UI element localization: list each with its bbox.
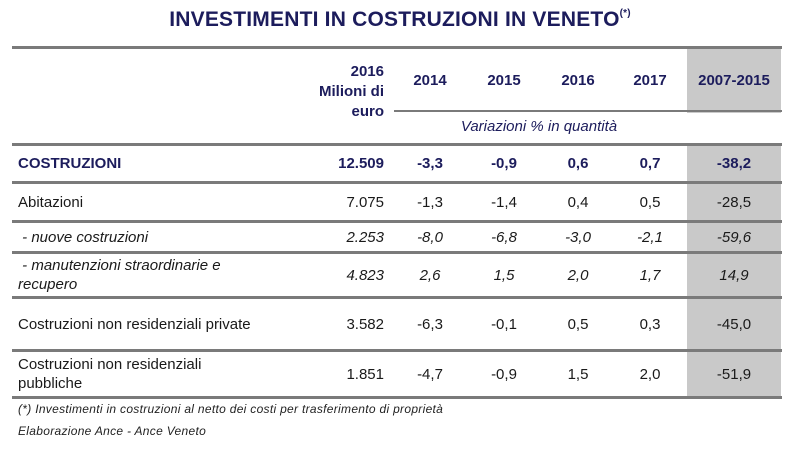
variation-cell-2016: 1,5	[567, 365, 589, 383]
variation-cell-2007-2015: -38,2	[716, 154, 752, 172]
row-rule	[12, 251, 782, 254]
value-millions-cell: 7.075	[346, 193, 384, 211]
variation-cell-2015: -1,4	[491, 193, 517, 211]
row-label: - manutenzioni straordinarie e recupero	[18, 256, 288, 294]
variation-cell-2016: 0,5	[567, 315, 589, 333]
variation-cell-2016: 2,0	[567, 266, 589, 284]
variation-cell-2017: -2,1	[637, 228, 663, 246]
header-rule	[394, 110, 782, 112]
value-millions-cell: 12.509	[338, 154, 384, 172]
bottom-rule	[12, 396, 782, 399]
row-rule	[12, 349, 782, 352]
variation-cell-2007-2015: -45,0	[716, 315, 752, 333]
row-label: - nuove costruzioni	[18, 228, 288, 247]
header-year-2015: 2015	[487, 72, 521, 89]
row-label-line: - manutenzioni straordinarie e	[18, 257, 221, 274]
variation-cell-2007-2015: -28,5	[716, 193, 752, 211]
header-value-year: 2016	[350, 63, 384, 80]
period-column-shade	[687, 49, 781, 113]
row-label: Costruzioni non residenziali pubbliche	[18, 355, 288, 393]
title-text: INVESTIMENTI IN COSTRUZIONI IN VENETO	[169, 8, 620, 31]
variation-cell-2016: 0,4	[567, 193, 589, 211]
variation-cell-2015: -0,1	[491, 315, 517, 333]
variation-cell-2014: -8,0	[417, 228, 443, 246]
header-bottom-rule	[12, 143, 782, 146]
variation-cell-2016: 0,6	[567, 154, 589, 172]
row-label-line: Costruzioni non residenziali private	[18, 315, 251, 333]
row-label-line: pubbliche	[18, 375, 83, 392]
header-year-2014: 2014	[413, 72, 447, 89]
header-value-unit: euro	[351, 103, 384, 120]
variation-cell-2014: -6,3	[417, 315, 443, 333]
footnote-source: Elaborazione Ance - Ance Veneto	[18, 424, 207, 438]
row-label-line: Costruzioni non residenziali	[18, 356, 202, 373]
variation-cell-2015: -0,9	[491, 154, 517, 172]
variation-cell-2016: -3,0	[565, 228, 591, 246]
variation-cell-2017: 1,7	[639, 266, 661, 284]
variation-cell-2014: 2,6	[419, 266, 441, 284]
top-rule	[12, 46, 782, 49]
variation-cell-2015: 1,5	[493, 266, 515, 284]
row-label: COSTRUZIONI	[18, 154, 288, 173]
row-rule	[12, 220, 782, 223]
variation-cell-2007-2015: -59,6	[716, 228, 752, 246]
header-period: 2007-2015	[698, 72, 770, 89]
title-footnote-marker: (*)	[619, 8, 631, 19]
row-label-line: - nuove costruzioni	[18, 228, 149, 246]
subheader-variations: Variazioni % in quantità	[460, 118, 618, 135]
value-millions-cell: 2.253	[346, 228, 384, 246]
value-millions-cell: 4.823	[346, 266, 384, 284]
row-label-line: COSTRUZIONI	[18, 154, 122, 172]
row-rule	[12, 296, 782, 299]
row-label-line: recupero	[18, 276, 78, 293]
variation-cell-2017: 0,5	[639, 193, 661, 211]
header-year-2017: 2017	[633, 72, 667, 89]
variation-cell-2015: -6,8	[491, 228, 517, 246]
variation-cell-2015: -0,9	[491, 365, 517, 383]
variation-cell-2014: -1,3	[417, 193, 443, 211]
variation-cell-2017: 0,7	[639, 154, 661, 172]
row-label: Abitazioni	[18, 193, 288, 212]
footnote-definition: (*) Investimenti in costruzioni al netto…	[18, 402, 444, 416]
variation-cell-2014: -4,7	[417, 365, 443, 383]
header-year-2016: 2016	[561, 72, 595, 89]
table-title: INVESTIMENTI IN COSTRUZIONI IN VENETO(*)	[0, 8, 800, 32]
value-millions-cell: 1.851	[346, 365, 384, 383]
period-column-shade	[687, 145, 781, 398]
header-value-unit: Milioni di	[319, 83, 384, 100]
variation-cell-2007-2015: -51,9	[716, 365, 752, 383]
row-label-line: Abitazioni	[18, 193, 84, 211]
variation-cell-2017: 0,3	[639, 315, 661, 333]
row-rule	[12, 181, 782, 184]
variation-cell-2007-2015: 14,9	[719, 266, 749, 284]
variation-cell-2014: -3,3	[417, 154, 443, 172]
row-label: Costruzioni non residenziali private	[18, 315, 288, 334]
value-millions-cell: 3.582	[346, 315, 384, 333]
variation-cell-2017: 2,0	[639, 365, 661, 383]
